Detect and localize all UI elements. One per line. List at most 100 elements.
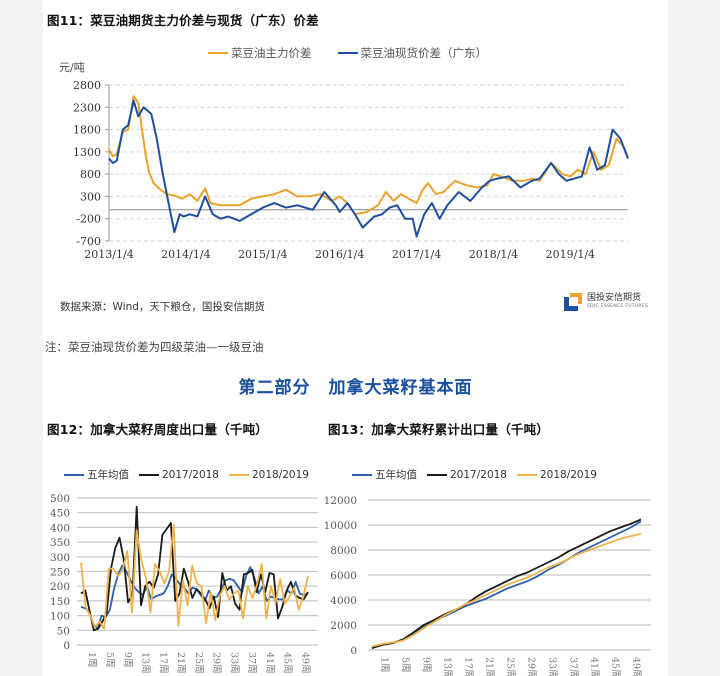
x-tick-label: 37周 <box>567 657 578 676</box>
svg-text:49周: 49周 <box>299 652 310 674</box>
fig12-legend: 五年均值 2017/2018 2018/2019 <box>64 467 319 482</box>
fig13-legend-item: 2017/2018 <box>427 469 507 481</box>
svg-text:25周: 25周 <box>504 657 515 676</box>
y-tick-label: 800 <box>80 168 101 181</box>
section-title: 第二部分 加拿大菜籽基本面 <box>238 378 473 398</box>
svg-text:37周: 37周 <box>567 657 578 676</box>
y-tick-label: -700 <box>76 235 101 248</box>
x-tick-label: 41周 <box>264 652 275 674</box>
x-tick-label: 17周 <box>462 657 473 676</box>
y-tick-label: 2000 <box>330 620 357 632</box>
y-tick-label: 300 <box>80 190 101 203</box>
x-tick-label: 2019/1/4 <box>546 248 595 261</box>
series-line <box>80 523 309 630</box>
logo-mark-icon <box>564 293 582 311</box>
legend-label: 五年均值 <box>87 469 129 481</box>
x-tick-label: 33周 <box>228 652 239 674</box>
legend-swatch-spot <box>337 51 358 55</box>
y-tick-label: 2800 <box>73 79 101 92</box>
svg-text:33周: 33周 <box>228 652 239 674</box>
company-logo: 国投安信期货 SDIC ESSENCE FUTURES <box>564 293 648 311</box>
fig11-legend: 菜豆油主力价差 菜豆油现货价差（广东） <box>208 45 501 61</box>
y-tick-label: 500 <box>50 493 70 505</box>
y-tick-label: 300 <box>50 552 70 564</box>
x-tick-label: 29周 <box>211 652 222 674</box>
svg-text:49周: 49周 <box>630 657 641 676</box>
x-tick-label: 21周 <box>175 652 186 674</box>
x-tick-label: 45周 <box>609 657 620 676</box>
y-tick-label: 400 <box>50 522 70 534</box>
x-tick-label: 1周 <box>86 652 97 668</box>
fig11-y-unit: 元/吨 <box>59 61 85 74</box>
svg-text:5周: 5周 <box>399 657 410 673</box>
y-tick-label: 50 <box>57 625 70 637</box>
x-tick-label: 49周 <box>630 657 641 676</box>
legend-label: 2018/2019 <box>539 468 597 481</box>
y-tick-label: 10000 <box>324 520 357 532</box>
legend-label: 菜豆油现货价差（广东） <box>360 46 488 60</box>
svg-text:1周: 1周 <box>86 652 97 668</box>
series-line <box>108 99 629 238</box>
legend-swatch-1718 <box>139 473 159 476</box>
fig13-title: 图13：加拿大菜籽累计出口量（千吨） <box>328 422 549 437</box>
series-line <box>371 518 642 649</box>
legend-label: 菜豆油主力价差 <box>231 46 312 60</box>
x-tick-label: 41周 <box>588 657 599 676</box>
svg-text:29周: 29周 <box>211 652 222 674</box>
svg-text:33周: 33周 <box>546 657 557 676</box>
x-tick-label: 25周 <box>193 652 204 674</box>
svg-text:17周: 17周 <box>462 657 473 676</box>
y-tick-label: 0 <box>63 640 70 652</box>
fig12-legend-item: 2017/2018 <box>139 469 219 481</box>
x-tick-label: 13周 <box>140 652 151 674</box>
y-tick-label: 150 <box>50 596 70 608</box>
logo-name-cn: 国投安信期货 <box>587 293 642 304</box>
y-tick-label: 250 <box>50 567 70 579</box>
fig12-title: 图12：加拿大菜籽周度出口量（千吨） <box>47 422 268 437</box>
svg-text:21周: 21周 <box>175 652 186 674</box>
svg-text:5周: 5周 <box>104 652 115 668</box>
y-tick-label: 1300 <box>73 146 101 159</box>
legend-swatch-avg <box>64 473 84 476</box>
fig13-chart: 12000 10000 8000 6000 4000 2000 0 1周 5周 9周 13周 17周 2… <box>324 495 651 676</box>
x-tick-label: 33周 <box>546 657 557 676</box>
legend-swatch-1718 <box>427 473 447 476</box>
y-tick-label: 1800 <box>73 124 101 137</box>
legend-label: 2017/2018 <box>450 468 507 481</box>
x-tick-label: 2017/1/4 <box>392 248 441 261</box>
series-line <box>371 532 642 648</box>
x-tick-label: 2015/1/4 <box>238 248 287 261</box>
fig13-legend-item: 2018/2019 <box>516 468 597 481</box>
svg-text:13周: 13周 <box>140 652 151 674</box>
svg-text:9周: 9周 <box>420 657 431 673</box>
svg-text:25周: 25周 <box>193 652 204 674</box>
x-tick-label: 29周 <box>525 657 536 676</box>
fig13-legend-item: 五年均值 <box>352 467 417 482</box>
y-tick-label: 200 <box>50 581 70 593</box>
report-page: 图11：菜豆油期货主力价差与现货（广东）价差 菜豆油主力价差 菜豆油现货价差（广… <box>43 0 668 676</box>
x-tick-label: 17周 <box>157 652 168 674</box>
x-tick-label: 5周 <box>104 652 115 668</box>
y-tick-label: -200 <box>76 213 101 226</box>
svg-text:9周: 9周 <box>122 652 133 668</box>
svg-text:41周: 41周 <box>264 652 275 674</box>
x-tick-label: 9周 <box>420 657 431 673</box>
svg-text:37周: 37周 <box>246 652 257 674</box>
x-tick-label: 13周 <box>441 657 452 676</box>
svg-text:41周: 41周 <box>588 657 599 676</box>
y-tick-label: 4000 <box>330 595 357 607</box>
y-tick-label: 8000 <box>330 545 357 557</box>
legend-swatch-1819 <box>516 473 537 476</box>
series-line <box>80 505 309 632</box>
svg-text:45周: 45周 <box>609 657 620 676</box>
fig11-legend-item: 菜豆油主力价差 <box>208 45 312 61</box>
x-tick-label: 49周 <box>299 652 310 674</box>
fig11-legend-item: 菜豆油现货价差（广东） <box>337 45 488 61</box>
fig12-legend-item: 五年均值 <box>64 467 129 482</box>
y-tick-label: 6000 <box>330 570 357 582</box>
note-text: 注：菜豆油现货价差为四级菜油—一级豆油 <box>45 340 264 354</box>
fig12-legend-item: 2018/2019 <box>228 469 309 481</box>
x-tick-label: 37周 <box>246 652 257 674</box>
